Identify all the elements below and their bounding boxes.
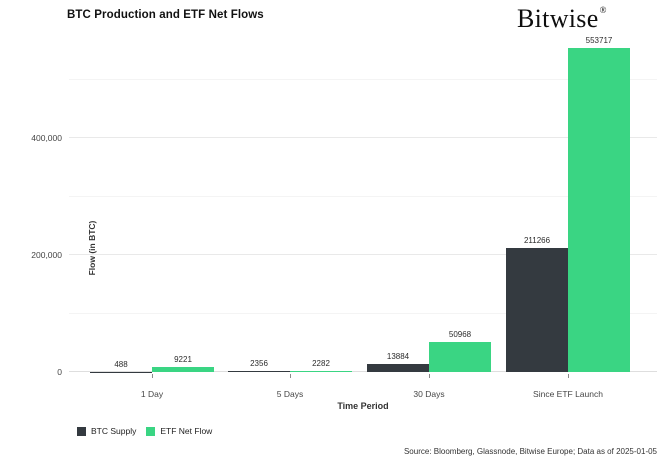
x-tick-mark [152, 374, 153, 378]
y-tick-label: 400,000 [31, 133, 62, 143]
gridline-major-400000 [69, 137, 657, 138]
gridline-minor-100000 [69, 312, 657, 314]
plot-area: Flow (in BTC) 488 9221 2356 2282 13884 50968 2… [69, 37, 657, 372]
value-label-etf-net-flow-30-days: 50968 [448, 330, 472, 340]
bitwise-logo: Bitwise® [517, 4, 607, 34]
legend: BTC Supply ETF Net Flow [77, 426, 212, 436]
gridline-major-200000 [69, 254, 657, 255]
y-tick-label: 0 [57, 367, 62, 377]
bar-btc-supply-since-etf-launch [506, 248, 568, 372]
value-label-etf-net-flow-since-etf-launch: 553717 [585, 36, 613, 46]
bar-etf-net-flow-since-etf-launch [568, 48, 630, 372]
legend-swatch-btc-supply [77, 426, 86, 436]
x-tick-label-since-etf-launch: Since ETF Launch [533, 389, 603, 399]
x-tick-mark [568, 374, 569, 378]
x-tick-mark [290, 374, 291, 378]
legend-swatch-etf-net-flow [146, 426, 156, 436]
bitwise-wordmark: Bitwise [517, 4, 599, 33]
x-axis-title: Time Period [337, 401, 389, 411]
y-tick-label: 200,000 [31, 250, 62, 260]
y-axis-title: Flow (in BTC) [87, 220, 97, 276]
chart-title: BTC Production and ETF Net Flows [67, 9, 264, 21]
value-label-btc-supply-5-days: 2356 [250, 358, 268, 368]
x-axis-baseline [69, 371, 657, 372]
gridline-minor-500000 [69, 78, 657, 80]
legend-item-etf-net-flow: ETF Net Flow [146, 426, 212, 436]
source-note: Source: Bloomberg, Glassnode, Bitwise Eu… [403, 447, 657, 456]
value-label-btc-supply-since-etf-launch: 211266 [523, 236, 551, 246]
x-tick-label-30-days: 30 Days [413, 389, 445, 399]
value-label-etf-net-flow-5-days: 2282 [312, 358, 330, 368]
legend-label-etf-net-flow: ETF Net Flow [160, 426, 213, 436]
gridline-minor-300000 [69, 195, 657, 197]
x-tick-label-1-day: 1 Day [140, 389, 164, 399]
legend-label-btc-supply: BTC Supply [91, 426, 137, 436]
bar-etf-net-flow-1-day [152, 366, 214, 372]
bar-btc-supply-5-days [228, 370, 290, 372]
x-tick-mark [429, 374, 430, 378]
value-label-etf-net-flow-1-day: 9221 [174, 354, 192, 364]
registered-mark: ® [599, 5, 607, 15]
value-label-btc-supply-30-days: 13884 [386, 351, 410, 361]
bar-btc-supply-30-days [367, 363, 429, 372]
legend-item-btc-supply: BTC Supply [77, 426, 136, 436]
x-tick-label-5-days: 5 Days [276, 389, 304, 399]
bar-etf-net-flow-5-days [290, 370, 352, 372]
bar-etf-net-flow-30-days [429, 342, 491, 372]
value-label-btc-supply-1-day: 488 [114, 359, 128, 369]
